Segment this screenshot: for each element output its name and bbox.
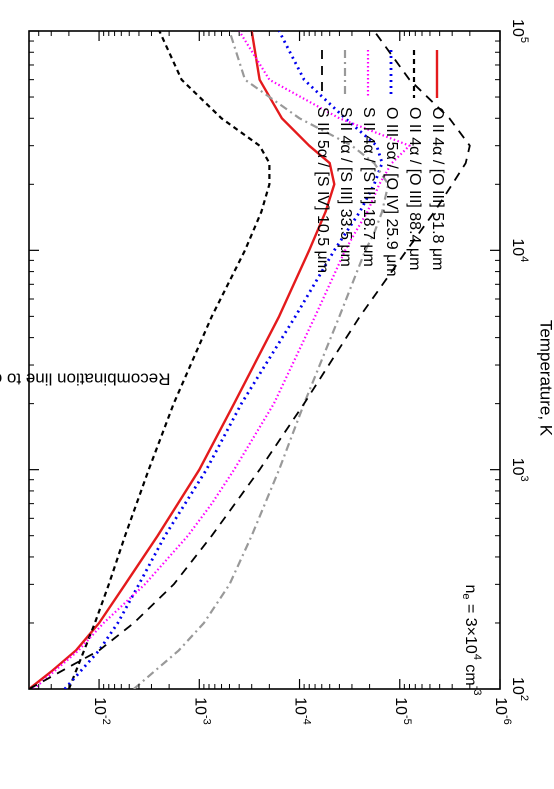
x-tick-exp: 2 [518, 695, 530, 701]
legend-label-2: O II 4α / [O III] 88.4 μm [406, 107, 423, 270]
y-tick-base: 10 [392, 697, 409, 715]
y-tick-base: 10 [291, 697, 308, 715]
annotation-unit-exp: -3 [471, 686, 483, 696]
x-tick-base: 10 [509, 238, 526, 256]
plot-area [28, 30, 501, 690]
y-axis-label: Recombination line to collisional line r… [0, 370, 170, 389]
x-tick-exp: 5 [518, 37, 530, 43]
y-tick-label: 10-2 [91, 697, 112, 725]
legend: O II 4α / [O III] 51.8 μm O II 4α / [O II… [314, 50, 446, 277]
y-tick-base: 10 [191, 697, 208, 715]
y-tick-base: 10 [91, 697, 108, 715]
y-tick-label: 10-3 [191, 697, 212, 725]
y-tick-label: 10-4 [291, 697, 312, 725]
legend-label-6: S III 5α / [S IV] 10.5 μm [314, 107, 331, 273]
x-tick-label: 102 [509, 677, 530, 701]
y-tick-label: 10-6 [492, 697, 513, 725]
y-tick-label: 10-5 [392, 697, 413, 725]
y-tick-base: 10 [492, 697, 509, 715]
annotation-exp: 4 [471, 654, 483, 660]
series-line-6 [29, 31, 471, 689]
series-line-5 [133, 31, 390, 689]
x-axis-label: Temperature, K [537, 320, 554, 437]
legend-label-1: O II 4α / [O III] 51.8 μm [429, 107, 446, 270]
x-tick-base: 10 [509, 19, 526, 37]
series-line-1 [29, 31, 336, 689]
density-annotation: ne = 3×104 cm-3 [460, 585, 483, 696]
x-tick-label: 104 [509, 238, 530, 262]
annotation-mid: = 3×10 [462, 600, 479, 654]
x-tick-base: 10 [509, 677, 526, 695]
plot-frame [28, 30, 501, 690]
series-line-2 [67, 31, 271, 689]
y-tick-exp: -4 [301, 715, 313, 725]
x-tick-exp: 4 [518, 256, 530, 262]
series-line-3 [63, 31, 384, 689]
annotation-sub: e [460, 593, 472, 599]
x-tick-base: 10 [509, 458, 526, 476]
series-line-4 [32, 31, 411, 689]
legend-label-5: S II 4α / [S III] 33.5 μm [337, 107, 354, 267]
legend-label-3: O III 5α / [O IV] 25.9 μm [383, 107, 400, 277]
y-tick-exp: -2 [100, 715, 112, 725]
annotation-base: n [462, 585, 479, 594]
y-tick-exp: -5 [401, 715, 413, 725]
y-tick-exp: -6 [501, 715, 513, 725]
x-tick-label: 103 [509, 458, 530, 482]
annotation-unit: cm [462, 660, 479, 686]
y-tick-exp: -3 [200, 715, 212, 725]
x-tick-exp: 3 [518, 476, 530, 482]
x-tick-label: 105 [509, 19, 530, 43]
legend-label-4: S II 4α / [S III] 18.7 μm [360, 107, 377, 267]
series-group [29, 31, 471, 689]
